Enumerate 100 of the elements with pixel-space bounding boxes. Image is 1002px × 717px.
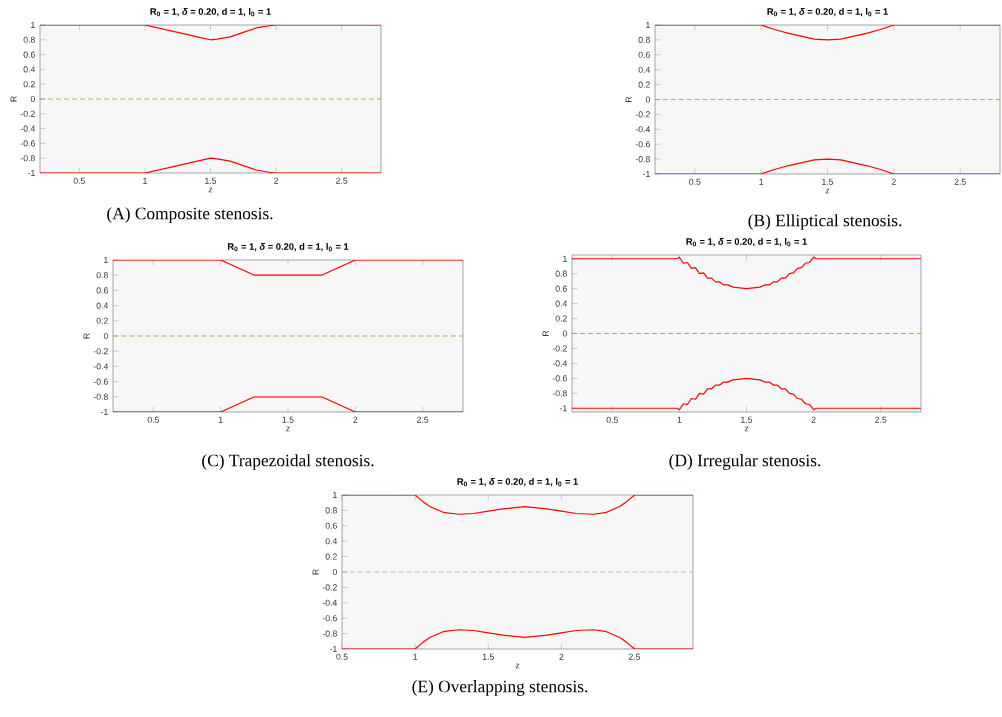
y-tick-label: 0.8: [23, 36, 35, 43]
x-tick-label: 1: [413, 653, 418, 660]
y-tick-label: 0.6: [555, 285, 567, 292]
x-tick-label: 1: [759, 178, 764, 185]
x-tick-label: 1.5: [205, 177, 217, 184]
x-tick-label: 2: [811, 416, 816, 423]
y-tick-label: -0.8: [635, 156, 650, 163]
y-tick-label: -1: [100, 409, 108, 415]
y-axis-title: R: [83, 333, 90, 339]
y-tick-label: 0.6: [638, 51, 650, 58]
y-tick-label: 0.6: [96, 287, 108, 294]
y-tick-label: -0.8: [552, 390, 567, 397]
x-tick-label: 0.5: [689, 178, 701, 185]
x-tick-label: 2: [559, 653, 564, 660]
y-tick-label: -1: [642, 171, 650, 177]
x-axis-title: z: [825, 188, 830, 194]
chart-title: R$_{0}$ = 1, δ = 0.20, d = 1, l$_{0}$ = 1: [686, 238, 807, 247]
text: (B) Elliptical stenosis.: [748, 214, 902, 230]
x-tick-label: 1.5: [822, 178, 834, 185]
y-tick-label: 0: [562, 330, 567, 337]
y-tick-label: -0.2: [93, 348, 108, 355]
y-tick-label: 0.4: [325, 538, 338, 545]
text: (D) Irregular stenosis.: [669, 454, 821, 470]
x-tick-label: 2: [891, 178, 896, 185]
chart-title: R$_{0}$ = 1, δ = 0.20, d = 1, l$_{0}$ = 1: [767, 8, 888, 17]
x-tick-label: 1: [677, 416, 682, 423]
y-axis-title: R: [10, 96, 17, 102]
y-tick-label: -0.2: [552, 345, 567, 352]
y-tick-label: -0.2: [20, 110, 35, 117]
y-tick-label: 0: [103, 332, 108, 340]
x-tick-label: 1.5: [282, 416, 294, 423]
y-tick-label: -0.6: [552, 375, 567, 382]
chart-title: R$_{0}$ = 1, δ = 0.20, d = 1, l$_{0}$ = 1: [457, 478, 578, 487]
chart-title: R$_{0}$ = 1, δ = 0.20, d = 1, l$_{0}$ = 1: [150, 8, 271, 17]
x-tick-label: 2.5: [336, 177, 348, 184]
y-tick-label: -0.6: [635, 141, 650, 148]
y-tick-label: -0.4: [93, 363, 109, 370]
x-tick-label: 2: [353, 416, 358, 423]
y-tick-label: 0.2: [638, 81, 650, 88]
x-tick-label: 1.5: [741, 416, 753, 423]
y-tick-label: 0.2: [96, 317, 108, 324]
y-tick-label: 0: [645, 96, 650, 103]
y-tick-label: -0.6: [20, 140, 35, 147]
x-tick-label: 1.5: [482, 653, 494, 660]
x-tick-label: 2.5: [875, 416, 887, 423]
text: (E) Overlapping stenosis.: [412, 680, 588, 696]
y-tick-label: -0.4: [322, 599, 338, 606]
y-tick-label: -0.4: [20, 125, 36, 132]
y-tick-label: 0.6: [23, 51, 35, 58]
y-tick-label: -0.6: [322, 615, 337, 622]
y-tick-label: 0.8: [96, 272, 108, 279]
y-tick-label: 0.2: [325, 553, 337, 560]
x-tick-label: 0.5: [147, 416, 160, 423]
y-tick-label: -1: [329, 646, 337, 652]
y-axis-title: R: [542, 330, 549, 336]
y-axis-title: R: [312, 569, 319, 575]
y-tick-label: 0.8: [325, 507, 337, 514]
y-tick-label: 0.2: [23, 81, 35, 88]
y-tick-label: -0.8: [20, 155, 35, 162]
y-tick-label: 1: [646, 22, 650, 28]
y-axis-title: R: [625, 96, 632, 102]
x-tick-label: 2.5: [954, 178, 966, 185]
x-tick-label: 1: [143, 177, 147, 184]
y-tick-label: 0.8: [555, 270, 567, 277]
y-tick-label: -0.4: [552, 360, 568, 367]
x-axis-title: z: [515, 663, 520, 669]
x-tick-label: 2: [274, 177, 279, 184]
y-tick-label: 1: [31, 22, 35, 28]
y-tick-label: -0.4: [635, 126, 651, 133]
y-tick-label: -1: [559, 405, 567, 412]
x-tick-label: 2.5: [417, 416, 429, 423]
y-tick-label: -0.6: [93, 378, 108, 385]
y-tick-label: 1: [563, 255, 567, 262]
y-tick-label: 1: [333, 492, 337, 498]
text: (C) Trapezoidal stenosis.: [202, 454, 374, 470]
y-tick-label: -0.8: [93, 393, 108, 400]
x-tick-label: 0.5: [73, 177, 85, 184]
y-tick-label: 0.4: [638, 66, 651, 73]
x-tick-label: 1: [218, 416, 223, 423]
y-tick-label: 0.4: [96, 302, 109, 309]
y-tick-label: 0.8: [638, 36, 650, 43]
x-tick-label: 2.5: [628, 653, 641, 660]
y-tick-label: -0.2: [322, 584, 337, 591]
y-tick-label: 0: [332, 568, 337, 576]
y-tick-label: 1: [104, 257, 108, 263]
y-tick-label: -1: [27, 170, 35, 176]
y-tick-label: 0: [30, 95, 35, 103]
x-axis-title: z: [744, 426, 749, 432]
x-axis-title: z: [286, 426, 290, 432]
text: (A) Composite stenosis.: [107, 207, 273, 223]
chart-title: R$_{0}$ = 1, δ = 0.20, d = 1, l$_{0}$ = 1: [227, 243, 349, 252]
y-tick-label: 0.4: [23, 66, 36, 73]
y-tick-label: -0.8: [322, 630, 337, 637]
x-axis-title: z: [208, 187, 213, 193]
y-tick-label: -0.2: [635, 111, 650, 118]
y-tick-label: 0.4: [555, 300, 568, 307]
x-tick-label: 0.5: [336, 653, 348, 660]
y-tick-label: 0.2: [555, 315, 567, 322]
x-tick-label: 0.5: [606, 416, 618, 423]
y-tick-label: 0.6: [325, 522, 337, 529]
